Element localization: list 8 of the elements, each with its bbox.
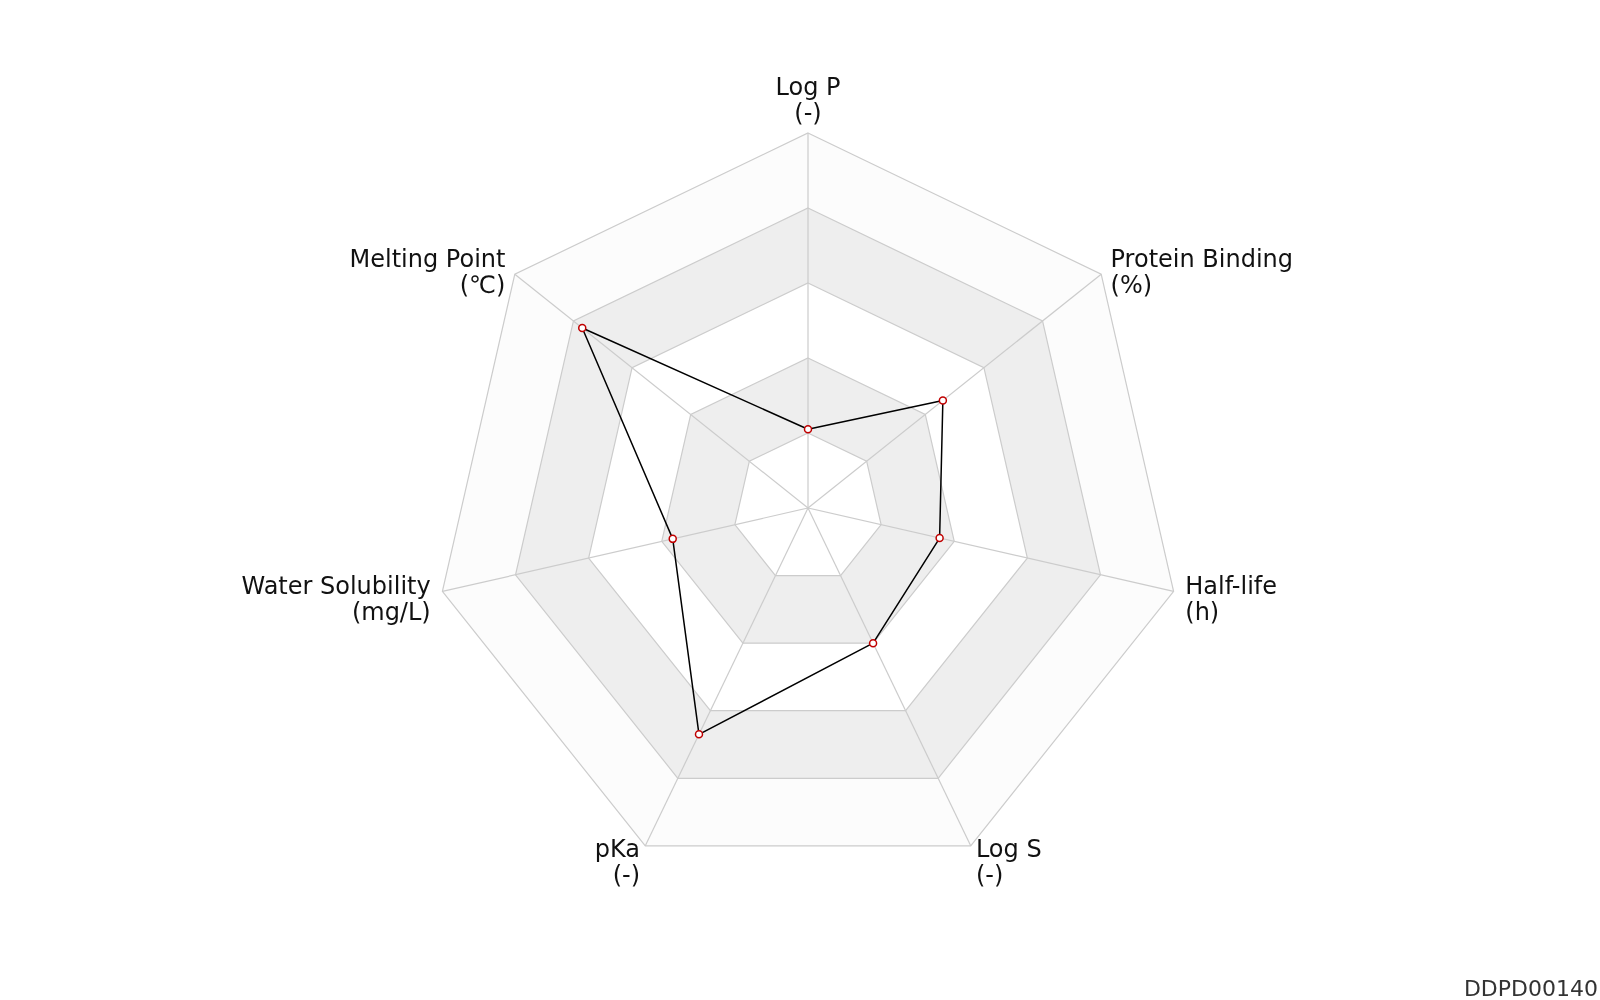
spoke-label: Water Solubility (mg/L) [241, 572, 431, 627]
spoke-label: Melting Point (℃) [349, 244, 506, 299]
spoke-label: Log P (-) [775, 73, 841, 127]
spoke-label: Half-life (h) [1185, 572, 1278, 627]
spoke-label: Protein Binding (%) [1110, 244, 1294, 299]
text: DDPD00140 [1463, 976, 1598, 1000]
spoke-label: Log S (-) [975, 834, 1042, 889]
spoke-label: pKa (-) [594, 834, 641, 889]
